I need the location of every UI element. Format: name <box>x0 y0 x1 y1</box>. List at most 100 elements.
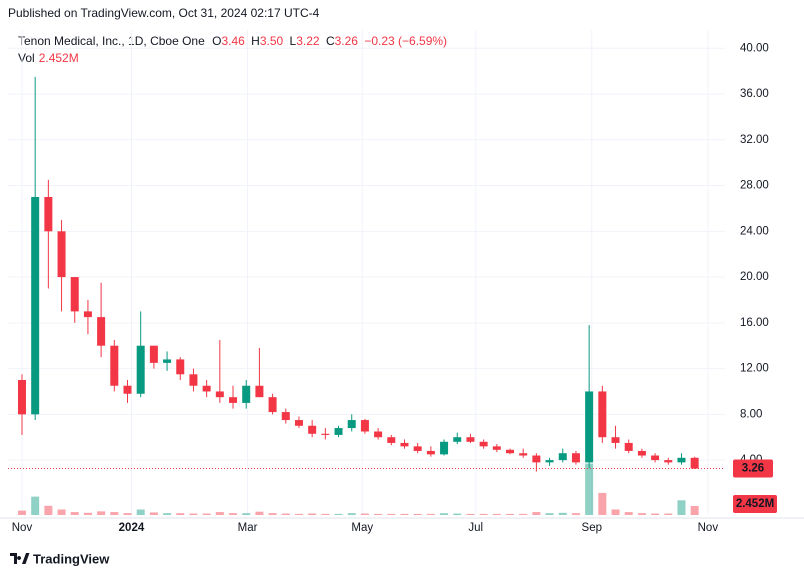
legend-line: Tenon Medical, Inc., 1D, Cboe One O3.46 … <box>18 34 447 48</box>
volume-bar <box>360 513 369 515</box>
volume-bar <box>347 513 356 515</box>
volume-bar <box>651 513 660 515</box>
volume-bar <box>664 513 673 515</box>
low-value: 3.22 <box>296 34 320 48</box>
candle-body <box>17 380 26 415</box>
volume-bar <box>677 500 686 515</box>
candle-body <box>229 397 238 403</box>
volume-bar <box>17 510 26 515</box>
candle-body <box>585 391 594 463</box>
candle-body <box>611 437 620 443</box>
volume-bar <box>242 513 251 515</box>
x-tick-label: Nov <box>12 522 33 534</box>
candle-body <box>440 441 449 455</box>
volume-bar <box>281 513 290 515</box>
candle-body <box>189 374 198 386</box>
volume-bar <box>532 512 541 515</box>
candle-body <box>479 441 488 447</box>
candle-body <box>690 457 699 469</box>
candle-body <box>506 449 515 454</box>
volume-bar <box>321 513 330 515</box>
volume-bar <box>492 513 501 515</box>
candle-body <box>268 397 277 413</box>
y-tick-label: 12.00 <box>740 363 769 375</box>
volume-bar <box>202 513 211 515</box>
volume-bar <box>637 513 646 515</box>
candle-body <box>242 385 251 403</box>
candle-body <box>519 453 528 456</box>
candle-body <box>308 425 317 434</box>
open-value: 3.46 <box>221 34 245 48</box>
y-tick-label: 24.00 <box>740 225 769 237</box>
candle-body <box>136 345 145 394</box>
last-volume-label: 2.452M <box>736 498 774 510</box>
candle-body <box>321 433 330 435</box>
volume-value: 2.452M <box>39 51 79 65</box>
published-note: Published on TradingView.com, Oct 31, 20… <box>8 6 320 20</box>
volume-bar <box>690 505 699 515</box>
candle-body <box>347 420 356 429</box>
volume-bar <box>571 513 580 515</box>
volume-bar <box>255 511 264 515</box>
candle-body <box>57 231 66 278</box>
volume-bar <box>453 513 462 515</box>
x-tick-label: May <box>351 522 373 534</box>
candle-body <box>31 197 40 415</box>
volume-bar <box>545 513 554 515</box>
candle-body <box>97 317 106 346</box>
brand-name: TradingView <box>33 551 110 566</box>
volume-bar <box>136 509 145 515</box>
candle-body <box>677 457 686 463</box>
candle-body <box>492 446 501 450</box>
volume-label: Vol <box>18 51 35 65</box>
close-value: 3.26 <box>335 34 359 48</box>
candle-body <box>374 431 383 438</box>
volume-bar <box>387 513 396 515</box>
candle-body <box>558 453 567 461</box>
change-value: −0.23 (−6.59%) <box>364 34 447 48</box>
candle-body <box>387 437 396 443</box>
y-tick-label: 28.00 <box>740 180 769 192</box>
volume-bar <box>308 513 317 515</box>
candle-body <box>413 446 422 451</box>
plot-area: 4.008.0012.0016.0020.0024.0028.0032.0036… <box>0 30 804 534</box>
last-volume-tag <box>733 495 777 513</box>
candle-body <box>176 359 185 375</box>
high-label: H <box>251 34 260 48</box>
high-value: 3.50 <box>260 34 284 48</box>
volume-bar <box>294 513 303 515</box>
x-tick-label: Mar <box>238 522 258 534</box>
brand: TradingView <box>10 551 110 566</box>
candle-body <box>281 412 290 421</box>
candle-body <box>426 450 435 455</box>
x-tick-label: 2024 <box>119 522 145 534</box>
volume-bar <box>585 463 594 515</box>
volume-bar <box>215 512 224 515</box>
volume-bar <box>97 511 106 515</box>
y-tick-label: 40.00 <box>740 42 769 54</box>
candle-body <box>545 460 554 463</box>
x-tick-label: Sep <box>582 522 602 534</box>
y-tick-label: 20.00 <box>740 271 769 283</box>
candle-body <box>215 391 224 398</box>
candle-body <box>294 420 303 426</box>
volume-bar <box>163 513 172 515</box>
volume-bar <box>519 513 528 515</box>
close-label: C <box>326 34 335 48</box>
candle-body <box>624 442 633 451</box>
candle-body <box>532 455 541 463</box>
candle-body <box>664 460 673 463</box>
candle-body <box>637 450 646 456</box>
candle-body <box>163 359 172 363</box>
x-tick-label: Nov <box>698 522 719 534</box>
candle-body <box>651 455 660 461</box>
volume-bar <box>611 509 620 515</box>
volume-bar <box>123 513 132 515</box>
candle-body <box>70 277 79 312</box>
candle-body <box>44 197 53 232</box>
candle-body <box>149 345 158 363</box>
y-tick-label: 8.00 <box>740 408 762 420</box>
x-tick-label: Jul <box>468 522 483 534</box>
volume-bar <box>598 492 607 515</box>
